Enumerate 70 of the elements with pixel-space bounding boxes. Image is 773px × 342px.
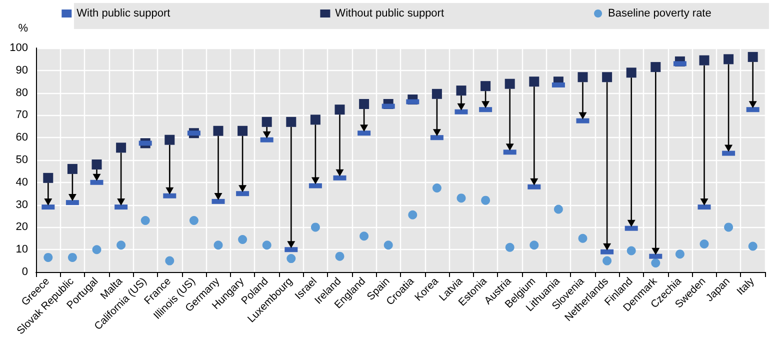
point bbox=[92, 159, 102, 170]
y-tick-label: 80 bbox=[16, 86, 28, 99]
point bbox=[213, 126, 224, 136]
point bbox=[602, 256, 612, 266]
point bbox=[238, 126, 248, 136]
point bbox=[504, 78, 515, 89]
y-tick-label: 40 bbox=[16, 176, 28, 188]
x-tick-label: Italy bbox=[735, 276, 758, 298]
point bbox=[165, 256, 174, 266]
point bbox=[164, 134, 175, 145]
y-tick-label: 20 bbox=[16, 221, 28, 234]
point bbox=[44, 252, 53, 262]
y-tick-label: 10 bbox=[16, 244, 28, 256]
point bbox=[189, 216, 198, 225]
point bbox=[554, 204, 563, 214]
point bbox=[310, 222, 320, 232]
legend-label: Without public support bbox=[335, 8, 444, 20]
point bbox=[505, 242, 514, 252]
y-tick-label: 60 bbox=[16, 132, 28, 144]
point bbox=[262, 240, 272, 250]
point bbox=[529, 76, 540, 87]
point bbox=[650, 62, 661, 72]
point bbox=[481, 196, 490, 205]
point bbox=[384, 240, 393, 250]
point bbox=[700, 240, 709, 248]
y-tick-label: 100 bbox=[10, 42, 28, 54]
point bbox=[360, 232, 369, 241]
point bbox=[578, 72, 588, 82]
point bbox=[286, 116, 296, 127]
point bbox=[748, 52, 758, 62]
legend-label: With public support bbox=[76, 8, 170, 20]
point bbox=[116, 142, 126, 153]
point bbox=[626, 68, 636, 78]
point bbox=[456, 86, 466, 96]
point bbox=[480, 81, 491, 92]
point bbox=[335, 252, 344, 261]
y-tick-label: 30 bbox=[16, 198, 28, 211]
point bbox=[602, 72, 612, 82]
point bbox=[286, 254, 296, 264]
point bbox=[140, 216, 150, 225]
point bbox=[432, 184, 442, 192]
point bbox=[92, 245, 102, 254]
y-tick-label: 50 bbox=[16, 154, 28, 166]
point bbox=[748, 242, 758, 251]
point bbox=[359, 99, 370, 109]
point bbox=[116, 240, 126, 250]
point bbox=[67, 164, 78, 174]
point bbox=[214, 240, 223, 250]
point bbox=[238, 235, 248, 244]
y-tick-label: 0 bbox=[22, 266, 28, 278]
point bbox=[675, 250, 684, 259]
legend-label: Baseline poverty rate bbox=[608, 8, 712, 20]
point bbox=[724, 222, 734, 232]
point bbox=[724, 54, 734, 64]
point bbox=[408, 210, 418, 220]
point bbox=[530, 240, 539, 250]
point bbox=[43, 172, 54, 183]
point bbox=[699, 55, 710, 66]
y-axis-title: % bbox=[18, 22, 28, 34]
point bbox=[626, 246, 636, 256]
point bbox=[578, 234, 588, 243]
y-tick-label: 70 bbox=[16, 109, 28, 122]
point bbox=[334, 104, 345, 115]
point bbox=[262, 116, 272, 127]
point bbox=[310, 114, 320, 125]
point bbox=[432, 88, 442, 99]
point bbox=[68, 252, 77, 262]
point bbox=[651, 258, 660, 268]
point bbox=[456, 194, 466, 203]
y-tick-label: 90 bbox=[16, 64, 28, 76]
